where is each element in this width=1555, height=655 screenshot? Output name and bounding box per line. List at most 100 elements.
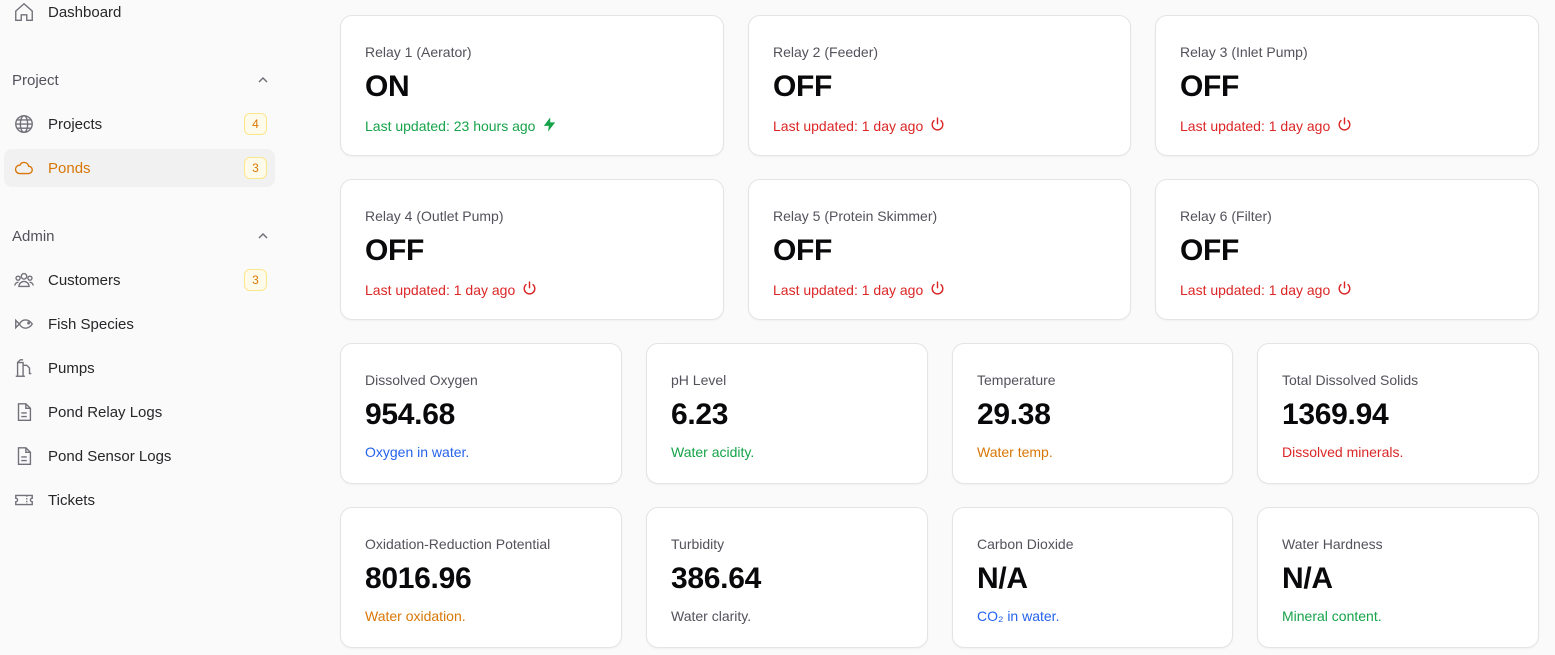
sensor-description: Water clarity. — [671, 608, 752, 624]
sidebar-item-customers[interactable]: Customers 3 — [4, 261, 275, 299]
relay-card: Relay 5 (Protein Skimmer) OFF Last updat… — [748, 179, 1131, 320]
sensor-card: pH Level 6.23 Water acidity. — [646, 343, 928, 484]
sidebar-item-pond-sensor-logs[interactable]: Pond Sensor Logs — [4, 437, 275, 475]
document-icon — [12, 400, 36, 424]
sidebar-item-ponds[interactable]: Ponds 3 — [4, 149, 275, 187]
document-icon — [12, 444, 36, 468]
card-title: Dissolved Oxygen — [365, 372, 478, 388]
last-updated-text: Last updated: 1 day ago — [365, 282, 516, 298]
group-header-project[interactable]: Project — [12, 69, 270, 91]
relay-card: Relay 4 (Outlet Pump) OFF Last updated: … — [340, 179, 724, 320]
sensor-card: Temperature 29.38 Water temp. — [952, 343, 1233, 484]
bolt-icon — [541, 116, 558, 136]
sensor-description: Oxygen in water. — [365, 444, 470, 460]
last-updated: Last updated: 1 day ago — [773, 280, 946, 300]
last-updated: Last updated: 1 day ago — [1180, 280, 1353, 300]
card-title: pH Level — [671, 372, 727, 388]
last-updated: Last updated: 1 day ago — [773, 116, 946, 136]
sidebar-item-label: Pumps — [48, 359, 95, 377]
sidebar-item-label: Pond Relay Logs — [48, 403, 163, 421]
relay-state: OFF — [1180, 70, 1240, 103]
sidebar-item-pumps[interactable]: Pumps — [4, 349, 275, 387]
last-updated-text: Last updated: 1 day ago — [1180, 282, 1331, 298]
group-label: Project — [12, 71, 59, 89]
sidebar-item-dashboard[interactable]: Dashboard — [4, 0, 275, 31]
sensor-card: Oxidation-Reduction Potential 8016.96 Wa… — [340, 507, 622, 648]
sensor-value: 1369.94 — [1282, 398, 1389, 431]
last-updated: Last updated: 1 day ago — [1180, 116, 1353, 136]
globe-icon — [12, 112, 36, 136]
sidebar-item-fish-species[interactable]: Fish Species — [4, 305, 275, 343]
relay-state: OFF — [1180, 234, 1240, 267]
sensor-value: 386.64 — [671, 562, 761, 595]
last-updated-text: Last updated: 1 day ago — [773, 282, 924, 298]
sidebar-item-label: Fish Species — [48, 315, 134, 333]
relay-card: Relay 1 (Aerator) ON Last updated: 23 ho… — [340, 15, 724, 156]
cloud-icon — [12, 156, 36, 180]
group-header-admin[interactable]: Admin — [12, 225, 270, 247]
sensor-value: N/A — [1282, 562, 1333, 595]
power-icon — [521, 280, 538, 300]
sensor-card: Water Hardness N/A Mineral content. — [1257, 507, 1539, 648]
power-icon — [1336, 280, 1353, 300]
sidebar: Dashboard Project Projects 4 Ponds 3 Adm… — [0, 0, 300, 655]
relay-state: OFF — [365, 234, 425, 267]
sensor-description: Water oxidation. — [365, 608, 466, 624]
sidebar-item-label: Customers — [48, 271, 121, 289]
count-badge: 4 — [244, 113, 267, 135]
sidebar-item-tickets[interactable]: Tickets — [4, 481, 275, 519]
last-updated-text: Last updated: 23 hours ago — [365, 118, 536, 134]
last-updated: Last updated: 23 hours ago — [365, 116, 558, 136]
power-icon — [929, 116, 946, 136]
sidebar-item-label: Projects — [48, 115, 103, 133]
sensor-value: 6.23 — [671, 398, 729, 431]
chevron-up-icon — [256, 73, 270, 87]
sidebar-item-projects[interactable]: Projects 4 — [4, 105, 275, 143]
card-title: Carbon Dioxide — [977, 536, 1074, 552]
sensor-description: Water acidity. — [671, 444, 755, 460]
card-title: Relay 6 (Filter) — [1180, 208, 1272, 224]
sidebar-item-pond-relay-logs[interactable]: Pond Relay Logs — [4, 393, 275, 431]
sidebar-item-label: Dashboard — [48, 3, 122, 21]
card-title: Relay 4 (Outlet Pump) — [365, 208, 504, 224]
card-title: Total Dissolved Solids — [1282, 372, 1419, 388]
card-title: Relay 3 (Inlet Pump) — [1180, 44, 1308, 60]
pump-icon — [12, 356, 36, 380]
sensor-value: 29.38 — [977, 398, 1051, 431]
sensor-card: Turbidity 386.64 Water clarity. — [646, 507, 928, 648]
fish-icon — [12, 312, 36, 336]
last-updated-text: Last updated: 1 day ago — [773, 118, 924, 134]
card-title: Water Hardness — [1282, 536, 1383, 552]
count-badge: 3 — [244, 269, 267, 291]
card-title: Turbidity — [671, 536, 725, 552]
relay-state: OFF — [773, 70, 833, 103]
home-icon — [12, 0, 36, 24]
power-icon — [929, 280, 946, 300]
sensor-value: 8016.96 — [365, 562, 472, 595]
ticket-icon — [12, 488, 36, 512]
sensor-description: CO₂ in water. — [977, 608, 1060, 624]
relay-state: ON — [365, 70, 410, 103]
card-title: Relay 1 (Aerator) — [365, 44, 472, 60]
card-title: Oxidation-Reduction Potential — [365, 536, 551, 552]
card-title: Relay 2 (Feeder) — [773, 44, 879, 60]
power-icon — [1336, 116, 1353, 136]
last-updated: Last updated: 1 day ago — [365, 280, 538, 300]
count-badge: 3 — [244, 157, 267, 179]
sensor-card: Dissolved Oxygen 954.68 Oxygen in water. — [340, 343, 622, 484]
relay-card: Relay 2 (Feeder) OFF Last updated: 1 day… — [748, 15, 1131, 156]
sensor-value: N/A — [977, 562, 1028, 595]
chevron-up-icon — [256, 229, 270, 243]
sensor-description: Dissolved minerals. — [1282, 444, 1404, 460]
relay-card: Relay 3 (Inlet Pump) OFF Last updated: 1… — [1155, 15, 1539, 156]
relay-state: OFF — [773, 234, 833, 267]
sensor-description: Mineral content. — [1282, 608, 1382, 624]
sensor-value: 954.68 — [365, 398, 455, 431]
relay-card: Relay 6 (Filter) OFF Last updated: 1 day… — [1155, 179, 1539, 320]
card-title: Temperature — [977, 372, 1056, 388]
last-updated-text: Last updated: 1 day ago — [1180, 118, 1331, 134]
sensor-card: Carbon Dioxide N/A CO₂ in water. — [952, 507, 1233, 648]
sidebar-item-label: Tickets — [48, 491, 95, 509]
users-icon — [12, 268, 36, 292]
